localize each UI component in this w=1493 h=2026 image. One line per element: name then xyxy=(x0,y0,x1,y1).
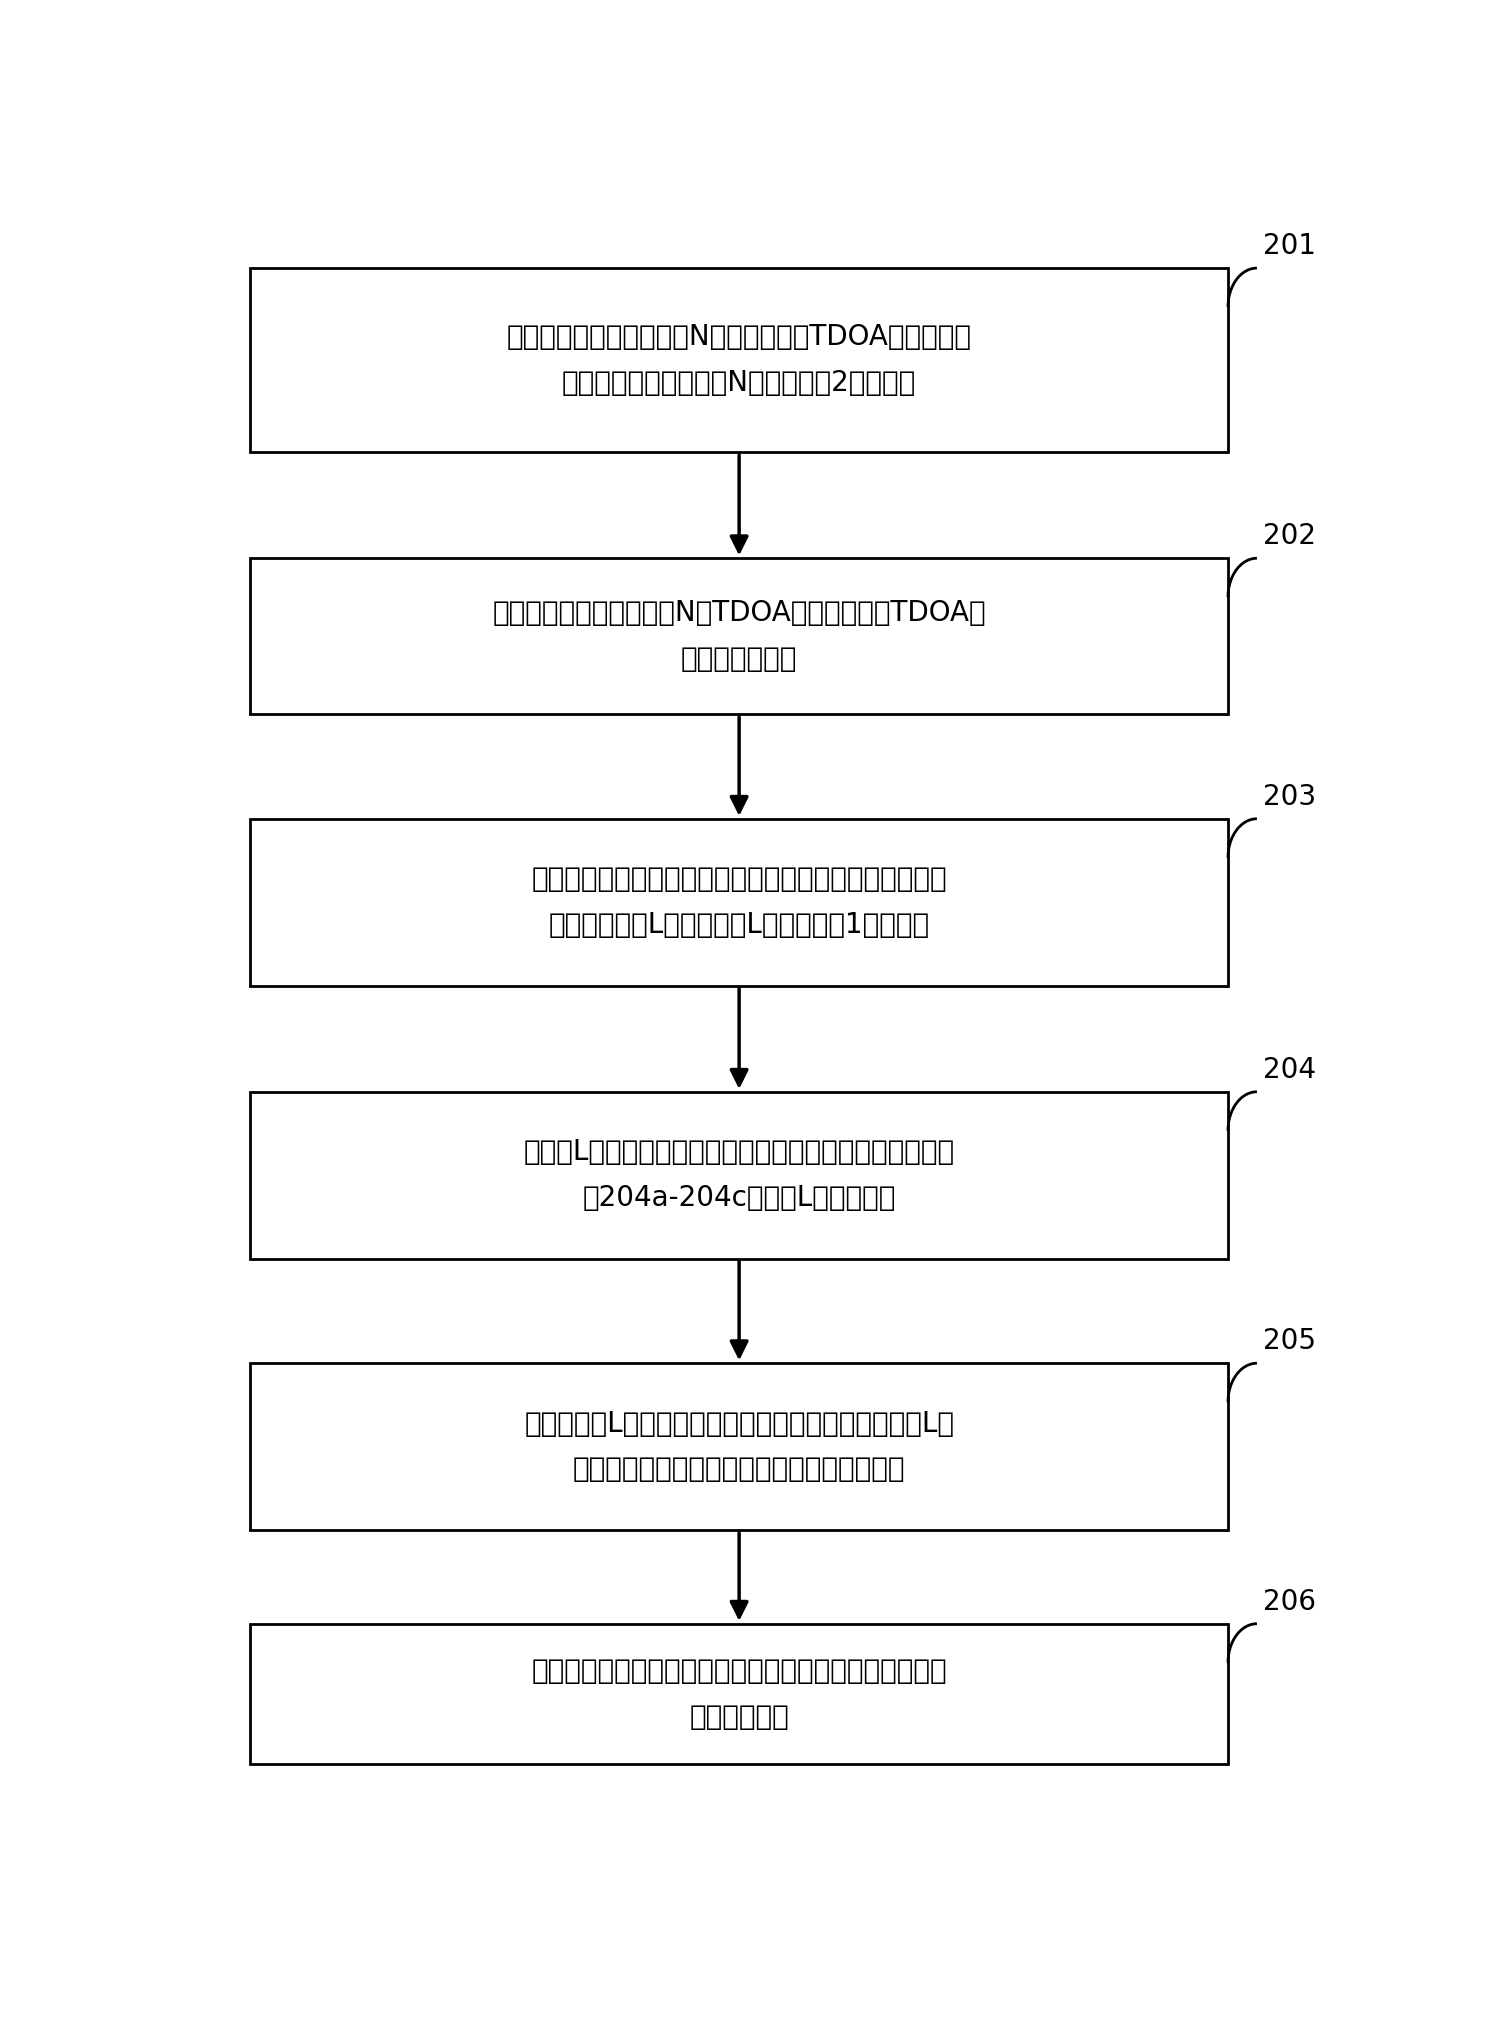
Text: 移动终端在预先存储的标较点信息中查找与当前位置的区
域信息相同的L个标较点，L为大于等于1的自然数: 移动终端在预先存储的标较点信息中查找与当前位置的区 域信息相同的L个标较点，L为… xyxy=(532,865,947,938)
Text: 203: 203 xyxy=(1263,782,1315,810)
Bar xyxy=(251,1623,1227,1765)
Bar xyxy=(251,559,1227,715)
Text: 201: 201 xyxy=(1263,233,1315,259)
Text: 202: 202 xyxy=(1263,523,1315,551)
Bar xyxy=(251,1363,1227,1530)
Text: 204: 204 xyxy=(1263,1056,1315,1084)
Text: 移动终端根据信号质量为N个TDOA值中的每一个TDOA值
设置相应的权值: 移动终端根据信号质量为N个TDOA值中的每一个TDOA值 设置相应的权值 xyxy=(493,600,985,673)
Text: 移动终端在L个欧式距离中选出最小的欧式距离，并在L个
标较点中选取该最小的欧式距离对应的标较点: 移动终端在L个欧式距离中选出最小的欧式距离，并在L个 标较点中选取该最小的欧式距… xyxy=(524,1410,954,1483)
Text: 移动终端获取当前位置的N个达到时间差TDOA值，并获取
当前位置的区域信息，N为大于等于2的自然数: 移动终端获取当前位置的N个达到时间差TDOA值，并获取 当前位置的区域信息，N为… xyxy=(506,324,972,397)
Text: 205: 205 xyxy=(1263,1327,1315,1355)
Text: 分别将L个标较点中的每一个标较点作为当前标较点执行步
骤204a-204c，得到L个欧式距离: 分别将L个标较点中的每一个标较点作为当前标较点执行步 骤204a-204c，得到… xyxy=(524,1139,954,1212)
Bar xyxy=(251,819,1227,987)
Text: 206: 206 xyxy=(1263,1588,1315,1617)
Bar xyxy=(251,267,1227,452)
Text: 移动终端获取选取的标较点的位置信息并作为移动终端当
前的位置信息: 移动终端获取选取的标较点的位置信息并作为移动终端当 前的位置信息 xyxy=(532,1657,947,1730)
Bar xyxy=(251,1092,1227,1258)
